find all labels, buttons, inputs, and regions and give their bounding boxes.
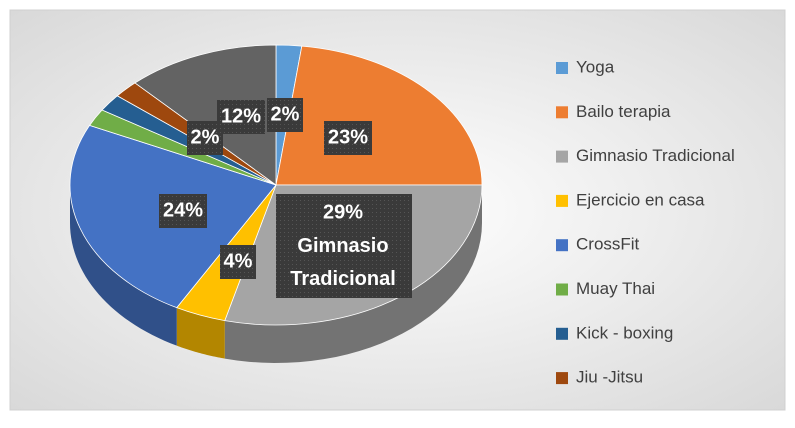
label-box <box>267 98 303 132</box>
data-label-category: Gimnasio Tradicional <box>290 235 396 290</box>
legend-swatch <box>556 239 568 252</box>
label-box <box>276 194 412 298</box>
data-label: 2% <box>191 126 220 148</box>
legend: Yoga Bailo terapia Gimnasio Tradicional Eje… <box>556 57 735 387</box>
legend-swatch <box>556 372 568 385</box>
data-label: 29% <box>323 201 363 223</box>
data-label: 24% <box>163 199 203 221</box>
legend-label: Muay Thai <box>576 279 655 298</box>
legend-label: Yoga <box>576 57 615 76</box>
legend-label: Ejercicio en casa <box>576 190 705 209</box>
data-label: 12% <box>221 105 261 127</box>
pie-side <box>70 185 177 346</box>
legend-label: Kick - boxing <box>576 323 673 342</box>
legend-swatch <box>556 194 568 207</box>
data-label: 23% <box>328 126 368 148</box>
legend-label: Bailo terapia <box>576 102 671 121</box>
label-box <box>324 121 372 155</box>
legend-label: CrossFit <box>576 235 640 254</box>
legend-swatch <box>556 150 568 163</box>
legend-label: Jiu -Jitsu <box>576 368 643 387</box>
pie-slice <box>134 44 277 186</box>
legend-swatch <box>556 283 568 296</box>
legend-swatch <box>556 106 568 119</box>
legend-label: Gimnasio Tradicional <box>576 146 735 165</box>
data-label: 2% <box>271 103 300 125</box>
label-box <box>217 100 265 134</box>
label-box <box>220 245 256 279</box>
pie-side <box>176 307 225 359</box>
pie-side <box>224 185 482 363</box>
legend-swatch <box>556 62 568 74</box>
pie-sides <box>70 185 482 363</box>
label-box <box>159 194 207 228</box>
legend-swatch <box>556 327 568 340</box>
data-label: 4% <box>224 250 253 272</box>
